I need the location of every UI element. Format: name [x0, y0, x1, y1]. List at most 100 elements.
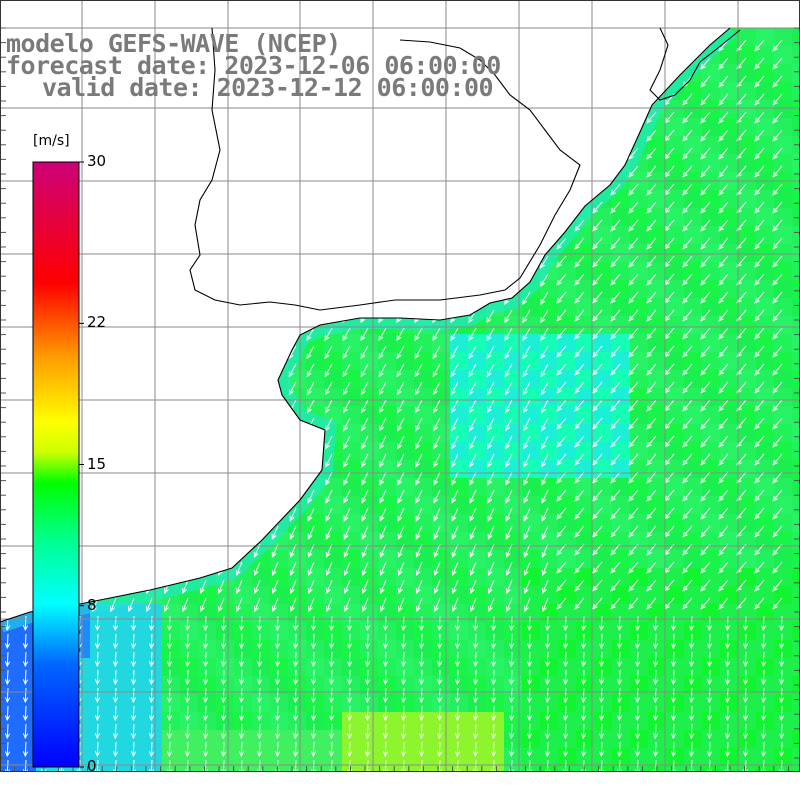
field-cell — [468, 334, 486, 352]
field-cell — [738, 568, 756, 586]
field-cell — [576, 334, 594, 352]
field-cell — [792, 352, 800, 370]
field-cell — [288, 640, 306, 658]
wind-arrow — [179, 165, 189, 179]
wind-arrow — [287, 129, 297, 143]
field-cell — [414, 136, 432, 154]
field-cell — [576, 424, 594, 442]
wind-arrow — [556, 363, 567, 376]
field-cell — [540, 442, 558, 460]
field-cell — [234, 586, 252, 604]
field-cell — [612, 640, 630, 658]
wind-arrow — [234, 291, 243, 306]
field-cell — [162, 622, 180, 640]
wind-arrow — [522, 345, 531, 360]
field-cell — [198, 118, 216, 136]
wind-arrow — [772, 93, 783, 106]
field-cell — [792, 406, 800, 424]
field-cell — [792, 28, 800, 46]
field-cell — [702, 658, 720, 676]
wind-arrow — [251, 129, 261, 143]
wind-arrow — [431, 255, 441, 269]
wind-arrow — [162, 363, 171, 378]
field-cell — [576, 622, 594, 640]
field-cell — [252, 244, 270, 262]
field-cell — [396, 244, 414, 262]
field-cell — [720, 64, 738, 82]
field-cell — [774, 748, 792, 766]
field-cell — [612, 712, 630, 730]
wind-arrow — [53, 147, 63, 161]
field-cell — [396, 622, 414, 640]
field-cell — [522, 676, 540, 694]
field-cell — [216, 424, 234, 442]
field-cell — [450, 496, 468, 514]
wind-arrow — [145, 453, 153, 468]
wind-arrow — [646, 147, 657, 160]
wind-arrow — [646, 381, 657, 394]
wind-arrow — [163, 453, 171, 468]
wind-arrow — [181, 471, 189, 486]
wind-arrow — [505, 489, 513, 504]
wind-arrow — [379, 507, 387, 522]
field-cell — [576, 550, 594, 568]
field-cell — [738, 334, 756, 352]
field-cell — [342, 478, 360, 496]
field-cell — [738, 712, 756, 730]
field-cell — [414, 262, 432, 280]
field-cell — [540, 316, 558, 334]
wind-arrow — [305, 183, 315, 197]
field-cell — [360, 730, 378, 748]
wind-arrow — [143, 165, 153, 179]
wind-arrow — [377, 237, 387, 251]
field-cell — [18, 658, 36, 676]
wind-arrow — [574, 381, 585, 394]
field-cell — [684, 244, 702, 262]
field-cell — [630, 676, 648, 694]
field-cell — [468, 118, 486, 136]
wind-arrow — [253, 525, 261, 540]
field-cell — [126, 370, 144, 388]
wind-arrow — [772, 255, 783, 268]
field-cell — [702, 568, 720, 586]
field-cell — [522, 64, 540, 82]
field-cell — [270, 442, 288, 460]
wind-arrow — [342, 381, 351, 396]
field-cell — [144, 442, 162, 460]
field-cell — [414, 712, 432, 730]
wind-arrow — [270, 381, 279, 396]
field-cell — [180, 388, 198, 406]
wind-arrow — [538, 93, 549, 107]
wind-arrow — [682, 201, 693, 214]
wind-arrow — [127, 435, 135, 450]
field-cell — [252, 514, 270, 532]
field-cell — [270, 208, 288, 226]
field-cell — [630, 694, 648, 712]
field-cell — [684, 622, 702, 640]
field-cell — [684, 766, 702, 772]
field-cell — [108, 316, 126, 334]
wind-arrow — [451, 489, 459, 504]
wind-arrow — [89, 111, 99, 125]
wind-arrow — [341, 111, 351, 125]
wind-arrow — [251, 219, 261, 233]
field-cell — [378, 478, 396, 496]
wind-arrow — [646, 39, 657, 52]
wind-arrow — [414, 291, 423, 306]
field-cell — [342, 28, 360, 46]
field-cell — [126, 316, 144, 334]
field-cell — [252, 424, 270, 442]
field-cell — [558, 28, 576, 46]
field-cell — [414, 226, 432, 244]
wind-arrow — [414, 399, 423, 414]
wind-arrow — [287, 111, 297, 125]
field-cell — [54, 100, 72, 118]
field-cell — [324, 514, 342, 532]
field-cell — [630, 640, 648, 658]
field-cell — [648, 694, 666, 712]
field-cell — [738, 586, 756, 604]
wind-arrow — [610, 345, 621, 358]
field-cell — [756, 352, 774, 370]
field-cell — [486, 406, 504, 424]
field-cell — [0, 640, 18, 658]
